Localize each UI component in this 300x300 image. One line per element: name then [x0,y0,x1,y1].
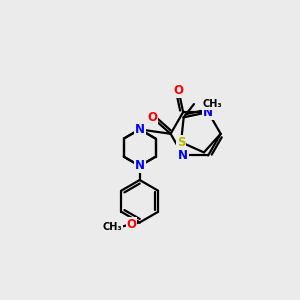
Text: CH₃: CH₃ [103,222,122,232]
Text: O: O [127,218,136,231]
Text: O: O [174,84,184,98]
Text: N: N [178,149,188,162]
Text: CH₃: CH₃ [202,99,222,109]
Text: N: N [135,159,145,172]
Text: O: O [147,111,158,124]
Text: N: N [135,123,145,136]
Text: S: S [177,136,185,149]
Text: N: N [203,106,213,118]
